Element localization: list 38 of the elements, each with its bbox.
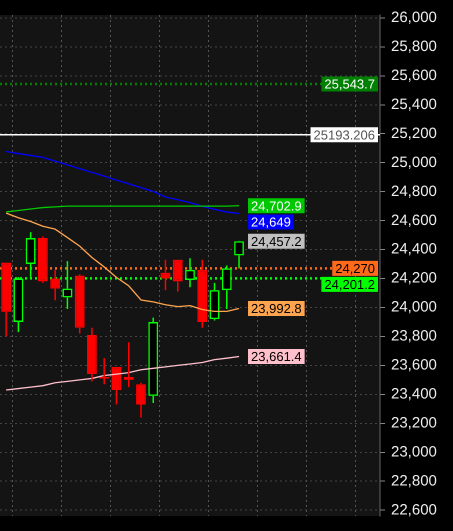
data-label: 23,661.4 <box>251 349 302 364</box>
candlestick <box>210 282 220 322</box>
y-tick-label: 25,400 <box>391 96 437 113</box>
ref-line-label: 25,543.7 <box>324 76 376 92</box>
ref-line-label: 24,201.2 <box>324 276 376 292</box>
ref-line-label: 24,270 <box>335 260 376 276</box>
y-tick-label: 24,400 <box>391 240 437 258</box>
data-label: 23,992.8 <box>251 301 302 316</box>
y-tick-label: 23,600 <box>391 356 437 374</box>
data-label: 24,702.9 <box>251 198 302 214</box>
y-tick-label: 24,200 <box>391 270 437 287</box>
candlestick <box>1 262 12 338</box>
candlestick <box>112 366 122 406</box>
candlestick <box>38 236 48 284</box>
y-tick-label: 25,800 <box>391 38 437 55</box>
data-label: 24,649 <box>251 214 291 230</box>
y-tick-label: 22,800 <box>391 472 437 490</box>
y-tick-label: 23,200 <box>391 414 437 432</box>
ref-line-label: 25193.206 <box>314 127 375 142</box>
y-tick-label: 23,800 <box>391 328 437 345</box>
candlestick <box>99 357 110 385</box>
y-tick-label: 23,400 <box>391 386 437 403</box>
y-tick-label: 25,200 <box>391 124 437 142</box>
text: 24,457.2 <box>251 234 302 249</box>
candlestick <box>87 327 97 382</box>
y-tick-label: 26,000 <box>391 9 437 26</box>
candlestick <box>136 382 146 418</box>
y-tick-label: 24,800 <box>391 182 437 200</box>
y-tick-label: 25,600 <box>391 66 437 84</box>
y-tick-label: 25,000 <box>391 154 437 171</box>
candlestick <box>148 316 158 404</box>
candlestick <box>160 258 170 291</box>
y-tick-label: 22,600 <box>391 501 437 518</box>
y-tick-label: 23,000 <box>391 443 437 460</box>
y-tick-label: 24,600 <box>391 212 437 229</box>
candlestick <box>197 258 208 329</box>
y-tick-label: 24,000 <box>391 298 437 316</box>
candlestick <box>74 273 85 334</box>
